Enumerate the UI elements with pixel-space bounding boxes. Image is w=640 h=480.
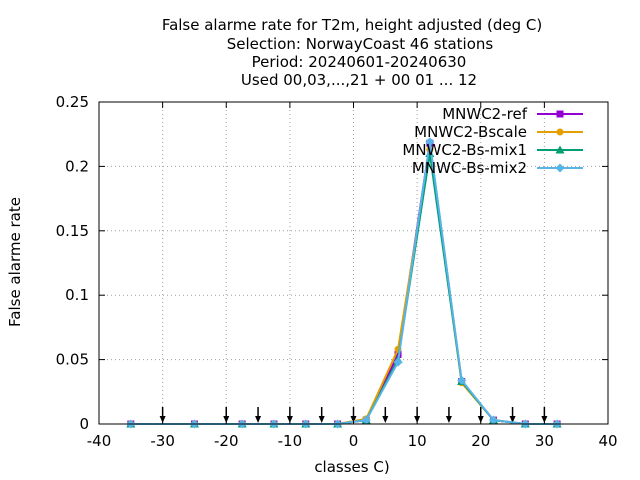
y-tick-label: 0.15 [56,222,89,240]
x-axis-label: classes C) [314,458,389,476]
title-line-1: False alarme rate for T2m, height adjust… [162,16,542,34]
legend: MNWC2-refMNWC2-BscaleMNWC2-Bs-mix1MNWC-B… [402,105,583,177]
x-tick-label: -30 [150,432,175,450]
legend-marker [556,110,564,118]
y-tick-label: 0.1 [65,286,89,304]
legend-marker [555,145,565,154]
x-tick-label: 20 [471,432,490,450]
x-tick-label: -20 [214,432,239,450]
x-tick-label: 40 [598,432,617,450]
y-tick-label: 0.05 [56,351,89,369]
series-group [126,137,562,429]
x-tick-label: 0 [349,432,359,450]
grid [99,102,608,424]
class-arrow-head [318,416,325,423]
legend-marker [556,128,564,136]
legend-label: MNWC2-ref [442,105,527,123]
series-1 [127,139,561,428]
legend-label: MNWC2-Bs-mix1 [402,141,527,159]
title-line-4: Used 00,03,...,21 + 00 01 ... 12 [241,71,477,89]
y-tick-label: 0.2 [65,157,89,175]
data-point [488,415,498,425]
legend-marker [555,163,565,173]
y-tick-label: 0.25 [56,93,89,111]
x-tick-label: -40 [87,432,112,450]
series-line [130,149,558,425]
title-line-2: Selection: NorwayCoast 46 stations [227,35,494,53]
class-arrow-head [509,416,516,423]
class-arrow-head [255,416,262,423]
series-line [130,141,558,425]
series-3 [126,149,562,428]
legend-label: MNWC-Bs-mix2 [412,159,527,177]
data-point [361,415,371,425]
axis-ticks: -40 -30 -20 -10 0 10 20 30 40 0 0.05 0.1 0.15 0.2 0.25 [56,93,618,450]
title-line-3: Period: 20240601-20240630 [252,53,467,71]
y-axis-label: False alarme rate [6,197,24,327]
chart-title: False alarme rate for T2m, height adjust… [162,16,542,89]
class-arrow-head [445,416,452,423]
x-tick-label: -10 [278,432,303,450]
x-tick-label: 10 [408,432,427,450]
series-2 [127,146,561,428]
data-point [425,137,435,147]
series-4 [126,137,562,429]
series-line [130,153,558,425]
x-tick-label: 30 [535,432,554,450]
series-line [130,143,558,425]
data-point [393,357,403,367]
data-point [457,375,467,385]
class-arrow-head [382,416,389,423]
y-tick-label: 0 [79,415,89,433]
legend-label: MNWC2-Bscale [414,123,527,141]
